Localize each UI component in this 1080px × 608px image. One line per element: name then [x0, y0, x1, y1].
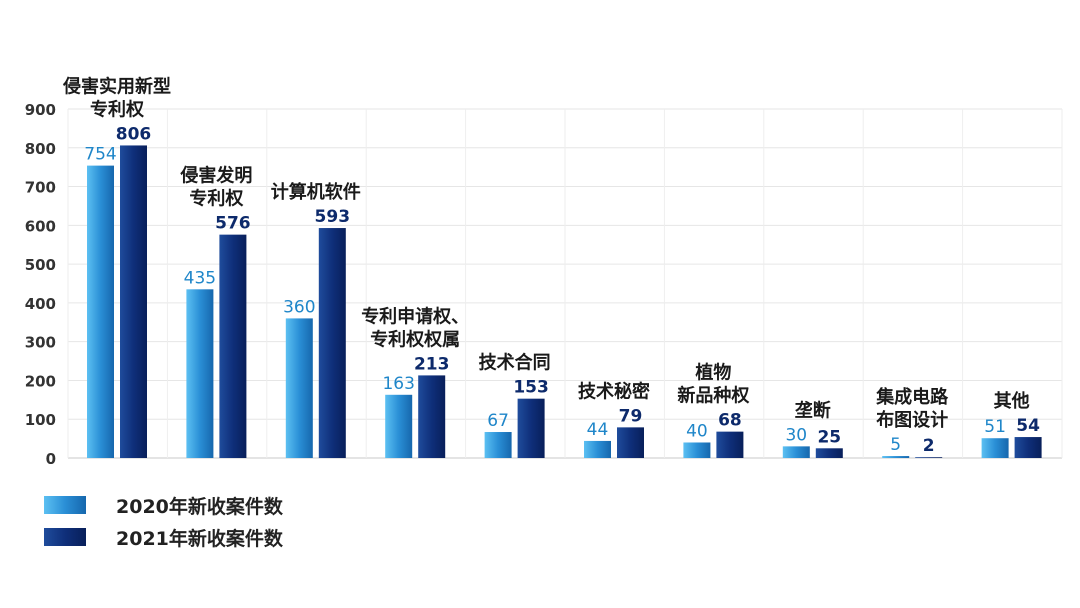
category-label: 专利权 — [189, 188, 244, 210]
legend-swatch-2021 — [44, 528, 86, 546]
bar — [584, 440, 611, 458]
data-label: 593 — [315, 207, 351, 227]
data-label: 44 — [587, 420, 609, 440]
bar — [285, 318, 313, 458]
data-label: 40 — [686, 421, 708, 441]
bar — [219, 234, 247, 458]
data-label: 213 — [414, 354, 450, 374]
data-label: 79 — [619, 406, 643, 426]
y-tick-label: 0 — [46, 450, 56, 468]
legend-item-2021: 2021年新收案件数 — [44, 526, 283, 550]
data-label: 25 — [817, 427, 841, 447]
y-tick-label: 100 — [25, 411, 56, 429]
category-label: 植物 — [695, 362, 731, 384]
bar — [385, 394, 413, 458]
category-label: 集成电路 — [875, 386, 949, 408]
bar — [617, 427, 644, 458]
bar — [882, 456, 910, 458]
bar — [517, 398, 545, 458]
legend-label-2020: 2020年新收案件数 — [116, 495, 283, 518]
bar-group: 44 79 技术秘密 — [578, 380, 650, 458]
bar — [186, 289, 214, 458]
data-label: 163 — [382, 374, 414, 394]
y-tick-label: 700 — [25, 179, 56, 197]
category-label: 侵害发明 — [179, 165, 252, 187]
data-label: 435 — [184, 268, 216, 288]
bar — [484, 432, 512, 458]
category-label: 技术合同 — [479, 352, 551, 374]
data-label: 576 — [215, 214, 251, 234]
bar — [815, 448, 843, 458]
y-tick-label: 600 — [25, 217, 56, 235]
data-label: 67 — [487, 411, 509, 431]
legend-label-2021: 2021年新收案件数 — [116, 527, 283, 550]
category-label: 技术秘密 — [578, 380, 650, 402]
legend-item-2020: 2020年新收案件数 — [44, 494, 283, 518]
bar — [981, 438, 1009, 458]
bar — [87, 165, 114, 459]
category-label: 计算机软件 — [271, 181, 361, 203]
data-label: 30 — [785, 425, 807, 445]
y-tick-label: 800 — [25, 140, 56, 158]
category-label: 专利权权属 — [370, 328, 460, 350]
y-axis: 0 100 200 300 400 500 600 700 800 900 — [25, 101, 56, 468]
category-label: 其他 — [994, 390, 1030, 412]
bar — [915, 457, 943, 458]
legend-swatch-2020 — [44, 496, 86, 514]
category-label: 新品种权 — [677, 385, 750, 407]
data-label: 2 — [923, 436, 935, 456]
y-tick-label: 300 — [25, 334, 56, 352]
data-label: 754 — [84, 145, 116, 165]
bar-group: 30 25 垄断 — [782, 399, 843, 458]
legend: 2020年新收案件数 2021年新收案件数 — [44, 494, 283, 558]
y-tick-label: 200 — [25, 372, 56, 390]
bar-group: 360 593 计算机软件 — [271, 181, 361, 458]
bar-group: 51 54 其他 — [981, 390, 1042, 458]
data-label: 806 — [116, 124, 152, 144]
bar — [1014, 437, 1042, 458]
y-tick-label: 500 — [25, 256, 56, 274]
data-label: 68 — [718, 411, 742, 431]
y-tick-label: 400 — [25, 295, 56, 313]
bar-groups: 754806侵害实用新型专利权435576侵害发明专利权360593计算机软件1… — [62, 75, 1042, 459]
category-label: 专利权 — [90, 98, 145, 120]
bar — [782, 446, 810, 458]
category-label: 侵害实用新型 — [62, 75, 171, 97]
y-tick-label: 900 — [25, 101, 56, 119]
bar — [318, 228, 346, 458]
bar — [683, 442, 711, 458]
category-label: 专利申请权、 — [361, 305, 469, 327]
bar — [120, 145, 147, 458]
bar — [716, 431, 744, 458]
data-label: 54 — [1016, 416, 1040, 436]
data-label: 5 — [890, 435, 901, 455]
data-label: 153 — [513, 378, 549, 398]
bar — [418, 375, 446, 458]
data-label: 360 — [283, 297, 315, 317]
category-label: 垄断 — [795, 399, 831, 421]
category-label: 布图设计 — [876, 409, 948, 431]
data-label: 51 — [984, 417, 1006, 437]
